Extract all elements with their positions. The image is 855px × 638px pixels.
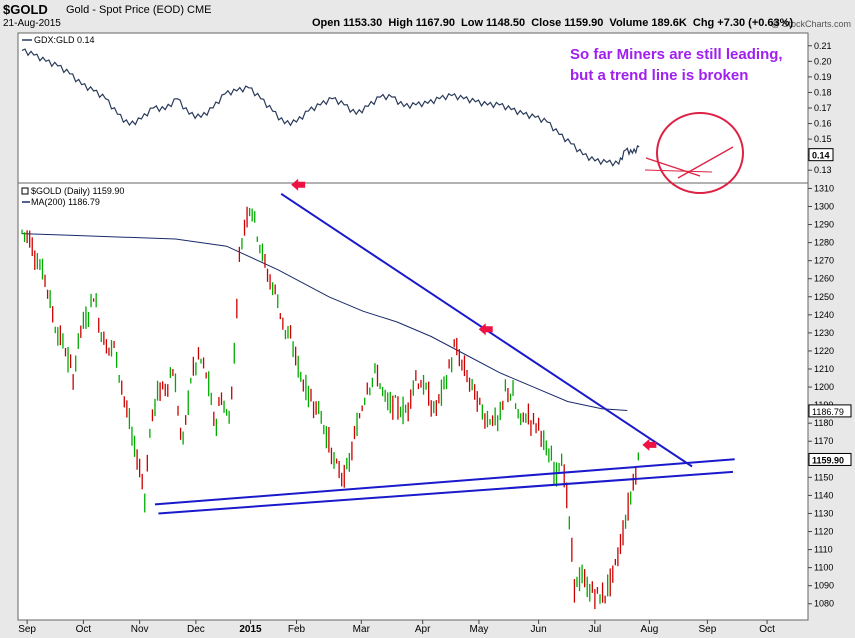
y-tick-label: 1290 [814, 220, 834, 230]
close-value-box [808, 452, 852, 466]
annotation-text: So far Miners are still leading, but a t… [570, 44, 783, 86]
annotation-line-2: but a trend line is broken [570, 67, 749, 84]
y-tick-label: 1110 [814, 545, 833, 555]
red-arrow-1 [291, 178, 306, 191]
y-tick-label: 1100 [814, 563, 833, 573]
x-tick-label: Jun [531, 624, 547, 635]
y-tick-label: 1250 [814, 292, 834, 302]
open-value: 1153.30 [343, 17, 383, 29]
y-tick-label: 1220 [814, 346, 834, 356]
y-tick-label: 0.17 [814, 103, 832, 113]
x-tick-label: Mar [353, 624, 371, 635]
watermark: @ StockCharts.com [770, 19, 851, 29]
volume-value: 189.6K [651, 17, 687, 29]
y-tick-label: 1080 [814, 599, 834, 609]
y-tick-label: 1150 [814, 472, 833, 482]
close-value-label: 1159.90 [812, 455, 844, 465]
price-legend: $GOLD (Daily) 1159.90 [31, 186, 124, 196]
y-tick-label: 1240 [814, 310, 834, 320]
symbol-description: Gold - Spot Price (EOD) CME [66, 4, 212, 16]
y-tick-label: 0.21 [814, 41, 832, 51]
y-tick-label: 1210 [814, 364, 834, 374]
red-arrow-3 [642, 438, 657, 451]
trend-line-support-upper [154, 458, 735, 506]
pink-trend-flat [644, 169, 713, 173]
x-tick-label: Oct [76, 624, 92, 635]
x-tick-label: Nov [131, 624, 149, 635]
gdx-gld-ratio-line [21, 48, 640, 167]
y-tick-label: 1230 [814, 328, 834, 338]
y-tick-label: 1200 [814, 382, 834, 392]
x-tick-label: Apr [415, 624, 431, 635]
y-tick-label: 0.18 [814, 87, 832, 97]
x-tick-label: Oct [759, 624, 775, 635]
symbol-title: $GOLD [3, 2, 48, 17]
y-tick-label: 1300 [814, 201, 834, 211]
close-value: 1159.90 [564, 17, 604, 29]
trend-line-support-lower [158, 470, 734, 515]
pink-trend-rising [677, 146, 734, 179]
red-arrow-2 [478, 323, 493, 336]
x-tick-label: 2015 [239, 624, 262, 635]
volume-label: Volume [609, 17, 649, 29]
x-tick-label: May [469, 624, 488, 635]
y-tick-label: 1140 [814, 490, 833, 500]
y-tick-label: 1260 [814, 274, 834, 284]
x-tick-label: Sep [18, 624, 36, 635]
y-tick-label: 1310 [814, 183, 834, 193]
low-value: 1148.50 [486, 17, 526, 29]
description-text: Gold - Spot Price (EOD) [66, 4, 184, 16]
ma-value-label: 1186.79 [812, 407, 844, 417]
pink-trend-lower [645, 157, 701, 177]
open-label: Open [312, 17, 341, 29]
y-tick-label: 0.13 [814, 165, 832, 175]
chg-label: Chg [692, 17, 715, 29]
y-tick-label: 1270 [814, 256, 834, 266]
y-tick-label: 1180 [814, 418, 833, 428]
quote-summary: Open 1153.30 High 1167.90 Low 1148.50 Close… [312, 17, 796, 29]
x-tick-label: Sep [699, 624, 717, 635]
chg-value: +7.30 (+0.63%) [717, 17, 794, 29]
ratio-legend: GDX:GLD 0.14 [34, 35, 95, 45]
low-label: Low [461, 17, 484, 29]
close-label: Close [531, 17, 562, 29]
x-tick-label: Aug [641, 624, 659, 635]
y-tick-label: 0.19 [814, 72, 832, 82]
y-tick-label: 0.15 [814, 134, 832, 144]
ratio-last-value: 0.14 [812, 151, 830, 161]
ma200-line [21, 233, 628, 411]
y-tick-label: 1170 [814, 436, 833, 446]
high-label: High [388, 17, 413, 29]
x-tick-label: Jul [588, 624, 601, 635]
y-tick-label: 0.20 [814, 56, 832, 66]
exchange-text: CME [187, 4, 212, 16]
highlight-circle [656, 112, 744, 194]
ma-value-box [808, 404, 852, 418]
high-value: 1167.90 [415, 17, 455, 29]
y-tick-label: 1120 [814, 527, 833, 537]
x-tick-label: Feb [288, 624, 306, 635]
x-tick-label: Dec [187, 624, 205, 635]
ma-legend: MA(200) 1186.79 [31, 197, 100, 207]
ratio-last-value-box [808, 148, 834, 162]
price-legend-swatch [21, 187, 29, 195]
annotation-line-1: So far Miners are still leading, [570, 46, 783, 63]
price-panel [17, 182, 809, 621]
y-tick-label: 1090 [814, 581, 834, 591]
y-tick-label: 0.16 [814, 119, 832, 129]
ratio-panel [17, 32, 809, 184]
y-tick-label: 1280 [814, 238, 834, 248]
chart-date: 21-Aug-2015 [3, 18, 61, 29]
chart-header: $GOLD Gold - Spot Price (EOD) CME 21-Aug… [0, 0, 855, 32]
y-tick-label: 1130 [814, 508, 833, 518]
